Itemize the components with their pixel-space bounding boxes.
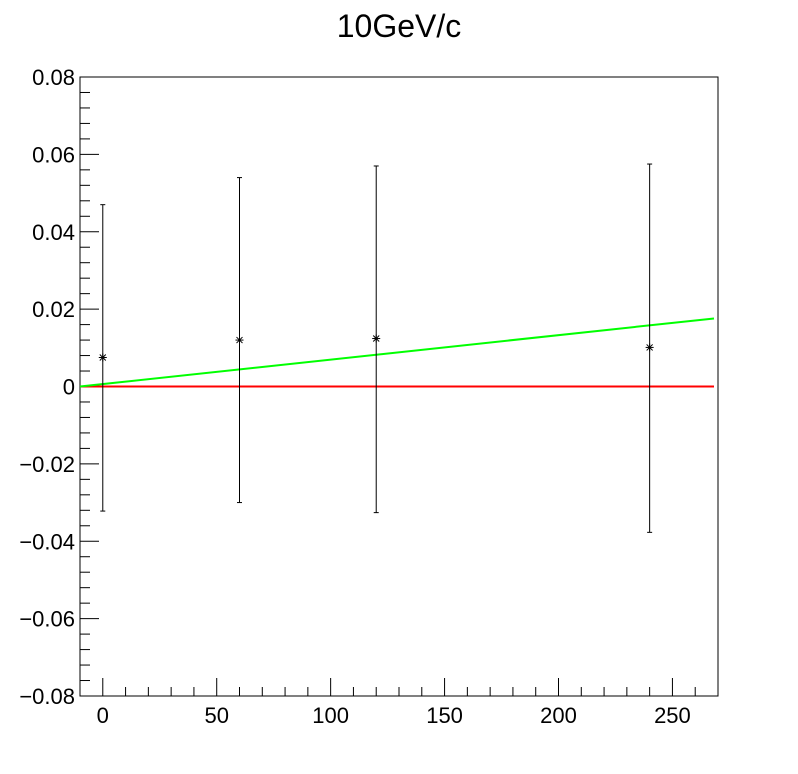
x-tick-label: 100 [312,703,349,728]
y-tick-label: −0.06 [19,607,75,632]
data-point [235,177,244,504]
marker-stroke [99,354,107,361]
data-point [98,204,107,512]
marker-stroke [372,335,380,342]
x-tick-label: 150 [426,703,463,728]
y-tick-label: −0.08 [19,684,75,709]
x-tick-label: 0 [97,703,109,728]
axis-ticks [80,76,719,697]
x-tick-label: 50 [204,703,228,728]
y-tick-label: −0.02 [19,452,75,477]
y-tick-label: 0 [63,375,75,400]
x-tick-label: 250 [654,703,691,728]
marker-stroke [236,336,243,344]
chart-title: 10GeV/c [336,8,462,44]
x-tick-label: 200 [540,703,577,728]
data-point [645,163,654,533]
y-tick-label: 0.08 [32,65,75,90]
y-tick-label: 0.02 [32,297,75,322]
y-tick-label: −0.04 [19,529,75,554]
data-points [98,163,654,533]
fit-lines [79,317,715,388]
series-line [79,317,715,388]
y-tick-label: 0.06 [32,142,75,167]
tick-labels: 0 50 100 150 200 250 −0.08 −0.06 −0.04 −0.02 0 0.02… [19,65,690,728]
marker-stroke [646,344,653,351]
data-point [372,165,381,514]
y-tick-label: 0.04 [32,220,75,245]
